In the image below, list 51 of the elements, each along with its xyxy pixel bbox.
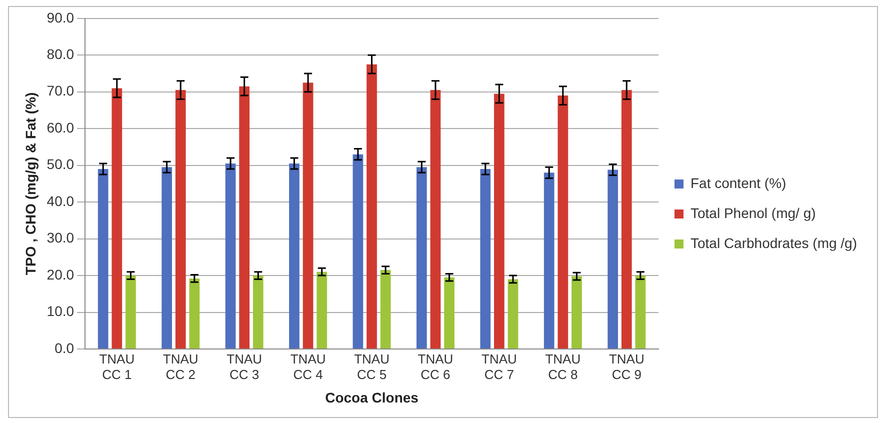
bar	[444, 277, 454, 348]
bar	[352, 154, 364, 348]
x-tick-label: TNAU CC 3	[226, 351, 262, 382]
bar	[544, 172, 554, 348]
bar	[430, 90, 441, 348]
x-tick-label: TNAU CC 7	[482, 351, 517, 382]
x-tick-label: TNAU CC 8	[545, 351, 581, 382]
bar	[380, 270, 391, 348]
y-tick-label: 20.0	[46, 266, 74, 282]
y-tick-label: 0.0	[54, 340, 74, 356]
bar	[225, 163, 236, 348]
bar	[621, 90, 632, 348]
bar	[289, 163, 300, 348]
bar	[508, 279, 518, 348]
x-tick-label: TNAU CC 2	[162, 351, 198, 382]
x-tick-label: TNAU CC 6	[418, 351, 454, 382]
bar	[608, 170, 618, 348]
y-tick-label: 90.0	[46, 9, 74, 26]
x-tick-label: TNAU CC 5	[354, 351, 390, 382]
bar	[162, 167, 172, 348]
y-tick-label: 30.0	[46, 230, 74, 246]
bar	[635, 276, 646, 348]
bar	[126, 276, 136, 348]
bar	[558, 96, 568, 348]
y-tick-label: 50.0	[46, 156, 74, 172]
y-tick-label: 40.0	[46, 192, 74, 209]
y-tick-label: 60.0	[46, 119, 74, 136]
bar	[112, 88, 122, 348]
legend-label: Fat content (%)	[690, 174, 786, 191]
legend-label: Total Carbhodrates (mg /g)	[690, 234, 858, 251]
bar	[302, 82, 314, 348]
y-tick-label: 70.0	[46, 82, 74, 99]
x-tick-label: TNAU CC 4	[290, 351, 326, 382]
bar	[572, 276, 582, 348]
bar	[366, 64, 377, 348]
y-tick-label: 10.0	[46, 303, 74, 320]
legend-label: Total Phenol (mg/ g)	[690, 204, 816, 221]
x-tick-label: TNAU CC 9	[608, 351, 644, 382]
bar	[98, 169, 108, 348]
bar	[175, 90, 186, 348]
bar	[416, 167, 427, 348]
y-axis-title: TPO , CHO (mg/g) & Fat (%)	[22, 92, 38, 276]
y-tick-label: 80.0	[46, 46, 74, 62]
bar	[239, 86, 250, 348]
x-tick-label: TNAU CC 1	[99, 351, 135, 382]
bar	[252, 276, 264, 348]
bar	[316, 272, 328, 348]
bar	[480, 169, 491, 348]
bar	[189, 278, 200, 348]
bar	[494, 94, 504, 348]
x-axis-title: Cocoa Clones	[325, 389, 419, 406]
